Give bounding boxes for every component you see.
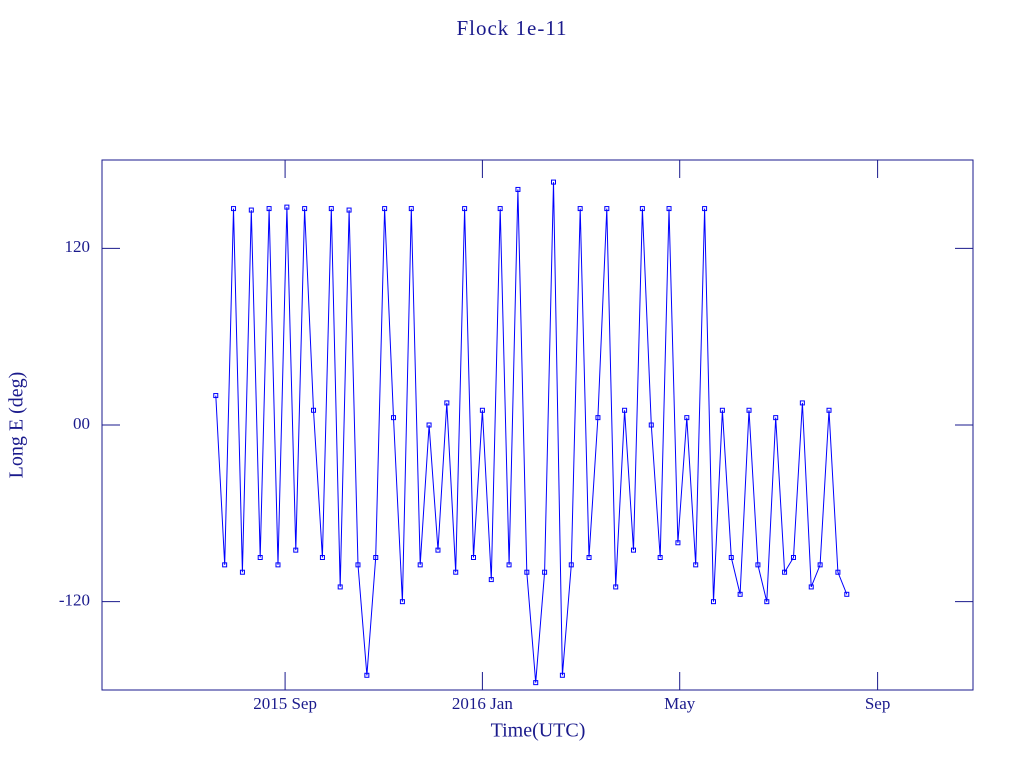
data-point — [737, 591, 743, 597]
data-point — [746, 407, 752, 413]
x-axis-label: Time(UTC) — [491, 720, 586, 742]
data-point — [710, 599, 716, 605]
data-point — [355, 562, 361, 568]
data-point — [257, 555, 263, 560]
data-point — [844, 591, 850, 597]
data-point — [399, 599, 405, 605]
data-point — [222, 562, 228, 568]
data-point — [684, 415, 690, 421]
data-point — [657, 555, 663, 560]
data-point — [293, 547, 299, 553]
data-point — [426, 422, 432, 428]
data-point — [835, 569, 841, 575]
data-point — [693, 562, 699, 568]
data-point — [826, 407, 832, 413]
data-point — [533, 680, 539, 686]
data-point — [666, 206, 672, 212]
data-point — [213, 393, 219, 399]
data-point — [373, 555, 379, 560]
data-point — [817, 562, 823, 568]
data-point — [275, 562, 281, 568]
data-point — [488, 577, 494, 583]
chart-title: Flock 1e-11 — [456, 16, 567, 40]
data-point — [302, 206, 308, 212]
data-point — [515, 186, 521, 192]
data-point — [382, 206, 388, 212]
data-point — [728, 555, 734, 560]
y-axis-label: Long E (deg) — [6, 372, 28, 479]
data-point — [524, 569, 530, 575]
data-point — [506, 562, 512, 568]
data-point — [408, 206, 414, 212]
data-point — [346, 207, 352, 213]
y-tick-label: 120 — [65, 237, 91, 256]
y-tick-label: -120 — [59, 591, 90, 610]
data-point — [266, 206, 272, 212]
data-point — [595, 415, 601, 421]
data-point — [773, 415, 779, 421]
data-point — [604, 206, 610, 212]
x-tick-label: 2015 Sep — [253, 694, 317, 713]
data-point — [444, 400, 450, 406]
data-point — [462, 206, 468, 212]
data-point — [630, 547, 636, 553]
data-point — [417, 562, 423, 568]
data-point — [613, 584, 619, 590]
data-point — [319, 555, 325, 560]
y-tick-label: 00 — [73, 414, 90, 433]
data-point — [782, 569, 788, 575]
data-point — [799, 400, 805, 406]
series — [213, 179, 850, 686]
data-point — [337, 584, 343, 590]
data-point — [790, 555, 796, 560]
data-point — [435, 547, 441, 553]
data-point — [648, 422, 654, 428]
data-point — [391, 415, 397, 421]
x-tick-label: Sep — [865, 694, 891, 713]
x-tick-label: May — [664, 694, 696, 713]
data-line — [215, 182, 848, 683]
data-point — [542, 569, 548, 575]
data-point — [675, 540, 681, 546]
data-point — [239, 569, 245, 575]
data-point — [364, 672, 370, 678]
x-tick-label: 2016 Jan — [452, 694, 513, 713]
data-point — [248, 207, 254, 213]
data-point — [568, 562, 574, 568]
data-point — [639, 206, 645, 212]
data-point — [755, 562, 761, 568]
data-point — [479, 407, 485, 413]
data-point — [284, 204, 290, 210]
data-point — [231, 206, 237, 212]
data-point — [577, 206, 583, 212]
data-point — [622, 407, 628, 413]
data-point — [471, 555, 477, 560]
data-point — [719, 407, 725, 413]
data-point — [764, 599, 770, 605]
data-point — [497, 206, 503, 212]
data-point — [559, 672, 565, 678]
data-point — [453, 569, 459, 575]
data-point — [328, 206, 334, 212]
data-point — [808, 584, 814, 590]
data-point — [586, 555, 592, 560]
data-point — [550, 179, 556, 185]
data-point — [311, 407, 317, 413]
data-point — [702, 206, 708, 212]
